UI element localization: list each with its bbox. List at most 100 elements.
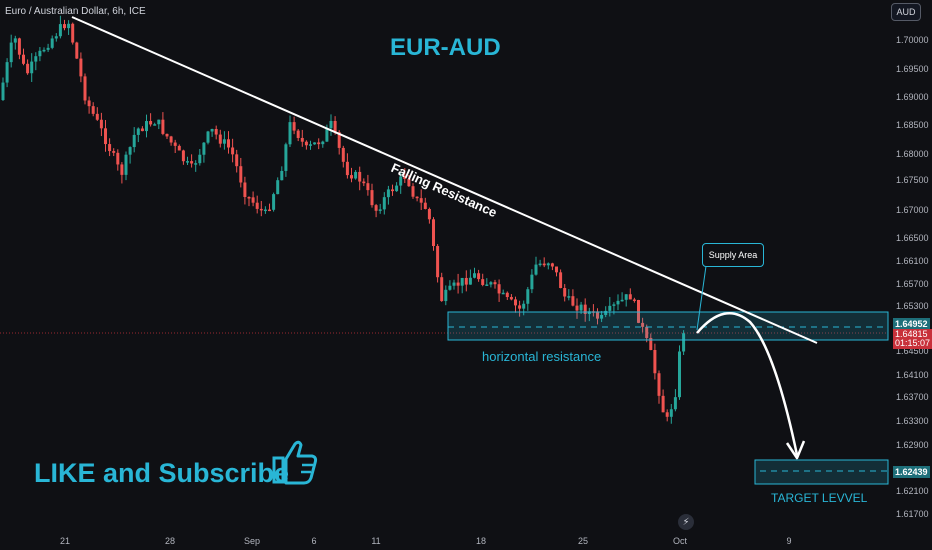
candle [341,145,345,168]
candle [423,197,427,210]
candle [555,266,558,277]
candle [87,96,91,114]
candle [427,207,431,224]
candle [567,289,571,301]
symbol-title: Euro / Australian Dollar, 6h, ICE [5,6,146,17]
candle [218,129,222,148]
candle [460,277,464,294]
x-tick-label: 25 [577,536,589,546]
candle [575,298,579,319]
candle [509,294,513,301]
candle [284,142,288,177]
candle [140,126,144,132]
candle [272,192,276,212]
supply-callout-pointer [696,265,707,331]
candle [403,168,407,183]
candle [116,149,120,171]
candle [99,112,103,137]
candle [456,273,460,294]
candle [546,262,550,270]
candle [678,345,681,400]
candle [255,195,259,214]
candle [300,129,304,147]
candle [309,140,312,150]
candle [112,148,116,157]
bar-countdown: 01:15:07 [895,338,931,348]
candle [374,203,378,218]
candle [542,257,546,268]
y-tick-label: 1.64100 [896,370,929,380]
y-tick-label: 1.69500 [896,64,929,74]
y-tick-label: 1.63300 [896,416,929,426]
candle [391,184,394,196]
candle [17,37,21,60]
thumbs-up-icon [272,440,318,485]
candle [669,403,673,424]
resistance-zone[interactable] [447,311,889,341]
y-tick-label: 1.61700 [896,509,929,519]
candle [95,107,99,121]
replay-icon[interactable]: ⚡ [678,514,694,530]
candle [645,324,649,343]
target-price-label: 1.62439 [893,466,930,478]
candle [514,296,517,313]
candle [46,43,50,52]
candle [280,166,284,181]
candle [673,389,677,412]
candle [354,170,358,180]
y-tick-label: 1.65700 [896,279,929,289]
candle [276,177,280,195]
candle [415,196,419,202]
candle [440,272,444,302]
candle [222,131,226,150]
candles-group [1,15,686,424]
candle [448,280,452,291]
candle [251,191,255,207]
candle [444,285,448,306]
candle [530,269,534,294]
y-tick-label: 1.65300 [896,301,929,311]
candle [83,73,87,105]
x-tick-label: Oct [672,536,688,546]
candle [317,138,321,150]
candle [292,116,296,135]
candle [181,149,185,165]
supply-area-callout: Supply Area [702,243,764,267]
candle [481,273,485,287]
y-tick-label: 1.69000 [896,92,929,102]
candle [386,185,390,205]
candle [63,19,66,31]
candle [657,370,661,404]
candle [485,278,489,286]
candle [104,119,107,152]
candle [149,113,153,127]
candle [477,269,481,282]
chart-title: EUR-AUD [390,34,501,61]
candle [596,308,599,325]
y-tick-label: 1.62100 [896,486,929,496]
candle [534,256,538,276]
candle [75,41,79,60]
candle [145,114,148,138]
candle [91,102,95,117]
candle [432,217,435,251]
candle [608,297,612,317]
candle [268,203,271,212]
y-tick-label: 1.66500 [896,233,929,243]
candle [550,262,554,271]
candle [173,139,177,154]
candle [304,140,308,150]
x-tick-label: Sep [243,536,261,546]
x-tick-label: 28 [164,536,176,546]
candle [637,299,640,324]
candle [345,153,349,179]
y-tick-label: 1.68000 [896,149,929,159]
target-zone[interactable] [754,459,889,485]
currency-button[interactable]: AUD [891,3,921,21]
candle [526,286,530,311]
candle [132,127,136,153]
falling-resistance-line[interactable] [71,16,818,344]
candle [649,333,653,351]
candle [620,292,624,302]
